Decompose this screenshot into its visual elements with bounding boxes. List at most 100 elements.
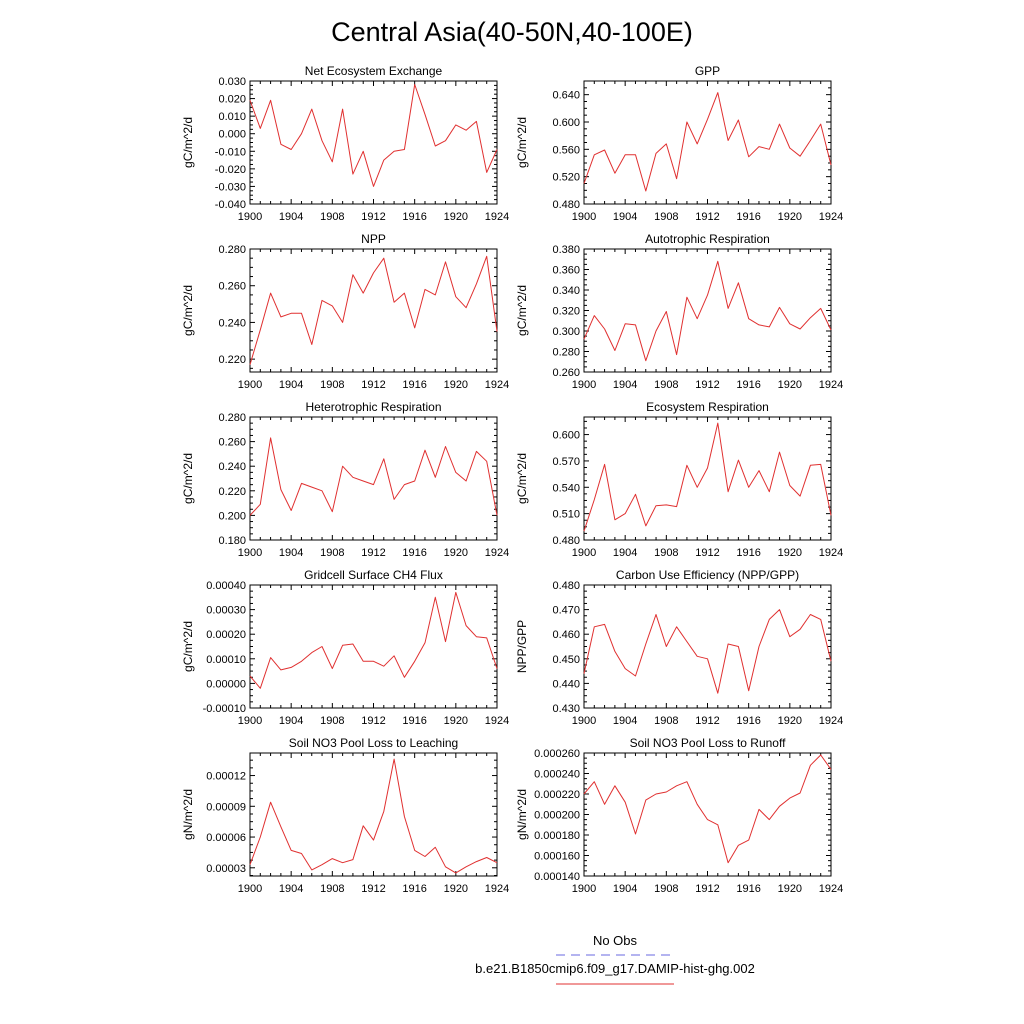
- figure-title: Central Asia(40-50N,40-100E): [331, 17, 693, 47]
- y-axis-label: NPP/GPP: [515, 620, 529, 673]
- y-tick-label: 0.180: [218, 535, 246, 547]
- x-tick-label: 1912: [695, 379, 719, 391]
- panel-title: Soil NO3 Pool Loss to Runoff: [630, 736, 787, 750]
- y-tick-label: 0.470: [552, 605, 580, 617]
- panel-title: Gridcell Surface CH4 Flux: [304, 568, 443, 582]
- series-line: [249, 255, 498, 365]
- x-tick-label: 1912: [695, 715, 719, 727]
- y-axis-label: gC/m^2/d: [181, 117, 195, 168]
- chart-panel-9: Soil NO3 Pool Loss to Leaching 1900 1904 19…: [181, 736, 509, 895]
- x-tick-label: 1916: [402, 547, 426, 559]
- plot-frame: [583, 248, 832, 373]
- x-tick-label: 1908: [320, 547, 344, 559]
- y-tick-label: 0.480: [552, 535, 580, 547]
- x-tick-label: 1904: [613, 379, 637, 391]
- x-tick-label: 1924: [485, 715, 509, 727]
- y-axis-label: gC/m^2/d: [181, 285, 195, 336]
- y-tick-label: 0.000200: [534, 810, 580, 822]
- y-tick-label: 0.540: [552, 482, 580, 494]
- chart-panel-10: Soil NO3 Pool Loss to Runoff 1900 1904 1908…: [515, 736, 843, 895]
- y-tick-label: 0.240: [218, 461, 246, 473]
- y-tick-label: 0.00020: [206, 629, 246, 641]
- y-axis-label: gC/m^2/d: [181, 453, 195, 504]
- x-tick-label: 1908: [320, 715, 344, 727]
- y-axis-label: gC/m^2/d: [515, 117, 529, 168]
- x-tick-label: 1916: [736, 883, 760, 895]
- x-tick-label: 1900: [238, 547, 262, 559]
- x-tick-label: 1912: [361, 379, 385, 391]
- panel-title: Ecosystem Respiration: [646, 400, 769, 414]
- y-tick-label: 0.460: [552, 629, 580, 641]
- x-tick-label: 1908: [654, 883, 678, 895]
- plot-frame: [249, 416, 498, 541]
- x-tick-label: 1900: [238, 883, 262, 895]
- chart-panel-5: Heterotrophic Respiration 1900 1904 1908 191…: [181, 400, 509, 559]
- y-tick-label: -0.010: [215, 146, 246, 158]
- y-axis-label: gN/m^2/d: [515, 789, 529, 840]
- x-tick-label: 1900: [238, 379, 262, 391]
- chart-panel-2: GPP 1900 1904 1908 1912 1916 1920 1924 0.480 0.52…: [515, 64, 843, 223]
- x-tick-label: 1924: [485, 379, 509, 391]
- y-tick-label: 0.640: [552, 90, 580, 102]
- y-tick-label: 0.600: [552, 117, 580, 129]
- series-line: [583, 422, 832, 532]
- y-axis-label: gN/m^2/d: [181, 789, 195, 840]
- x-tick-label: 1908: [654, 379, 678, 391]
- series-line: [583, 260, 832, 362]
- x-tick-label: 1904: [279, 211, 303, 223]
- y-tick-label: 0.00010: [206, 654, 246, 666]
- y-tick-label: 0.300: [552, 326, 580, 338]
- plot-frame: [249, 752, 498, 877]
- y-tick-label: 0.480: [552, 580, 580, 592]
- x-tick-label: 1920: [444, 715, 468, 727]
- y-tick-label: 0.260: [218, 281, 246, 293]
- plot-frame: [583, 584, 832, 709]
- plot-frame: [249, 248, 498, 373]
- y-tick-label: 0.000: [218, 129, 246, 141]
- y-tick-label: 0.430: [552, 703, 580, 715]
- y-tick-label: 0.000240: [534, 769, 580, 781]
- x-tick-label: 1900: [572, 715, 596, 727]
- x-tick-label: 1920: [778, 379, 802, 391]
- x-tick-label: 1904: [613, 715, 637, 727]
- y-tick-label: 0.440: [552, 678, 580, 690]
- y-tick-label: 0.240: [218, 317, 246, 329]
- series-line: [249, 758, 498, 874]
- x-tick-label: 1912: [361, 715, 385, 727]
- x-tick-label: 1916: [402, 379, 426, 391]
- y-tick-label: -0.020: [215, 164, 246, 176]
- plot-frame: [583, 752, 832, 877]
- chart-panels: Net Ecosystem Exchange 1900 1904 1908 1912 19…: [181, 64, 843, 895]
- x-tick-label: 1908: [654, 547, 678, 559]
- x-tick-label: 1912: [695, 547, 719, 559]
- x-tick-label: 1900: [238, 211, 262, 223]
- y-tick-label: 0.280: [218, 244, 246, 256]
- x-tick-label: 1904: [279, 715, 303, 727]
- x-tick-label: 1916: [402, 211, 426, 223]
- x-tick-label: 1912: [361, 547, 385, 559]
- x-tick-label: 1920: [778, 211, 802, 223]
- series-line: [249, 591, 498, 689]
- series-line: [249, 84, 498, 187]
- y-tick-label: 0.280: [218, 412, 246, 424]
- y-tick-label: -0.040: [215, 199, 246, 211]
- y-tick-label: 0.010: [218, 111, 246, 123]
- legend-label-obs: No Obs: [593, 933, 638, 948]
- plot-frame: [583, 80, 832, 205]
- chart-panel-8: Carbon Use Efficiency (NPP/GPP) 1900 1904 1…: [515, 568, 843, 727]
- y-tick-label: 0.000180: [534, 830, 580, 842]
- x-tick-label: 1904: [613, 883, 637, 895]
- y-tick-label: 0.000260: [534, 748, 580, 760]
- x-tick-label: 1916: [736, 715, 760, 727]
- x-tick-label: 1900: [572, 379, 596, 391]
- x-tick-label: 1900: [572, 211, 596, 223]
- y-tick-label: 0.280: [552, 347, 580, 359]
- x-tick-label: 1924: [819, 547, 843, 559]
- x-tick-label: 1904: [613, 547, 637, 559]
- x-tick-label: 1904: [279, 883, 303, 895]
- series-line: [583, 754, 832, 864]
- x-tick-label: 1912: [361, 211, 385, 223]
- panel-title: Carbon Use Efficiency (NPP/GPP): [616, 568, 799, 582]
- y-tick-label: 0.260: [218, 437, 246, 449]
- x-tick-label: 1920: [778, 547, 802, 559]
